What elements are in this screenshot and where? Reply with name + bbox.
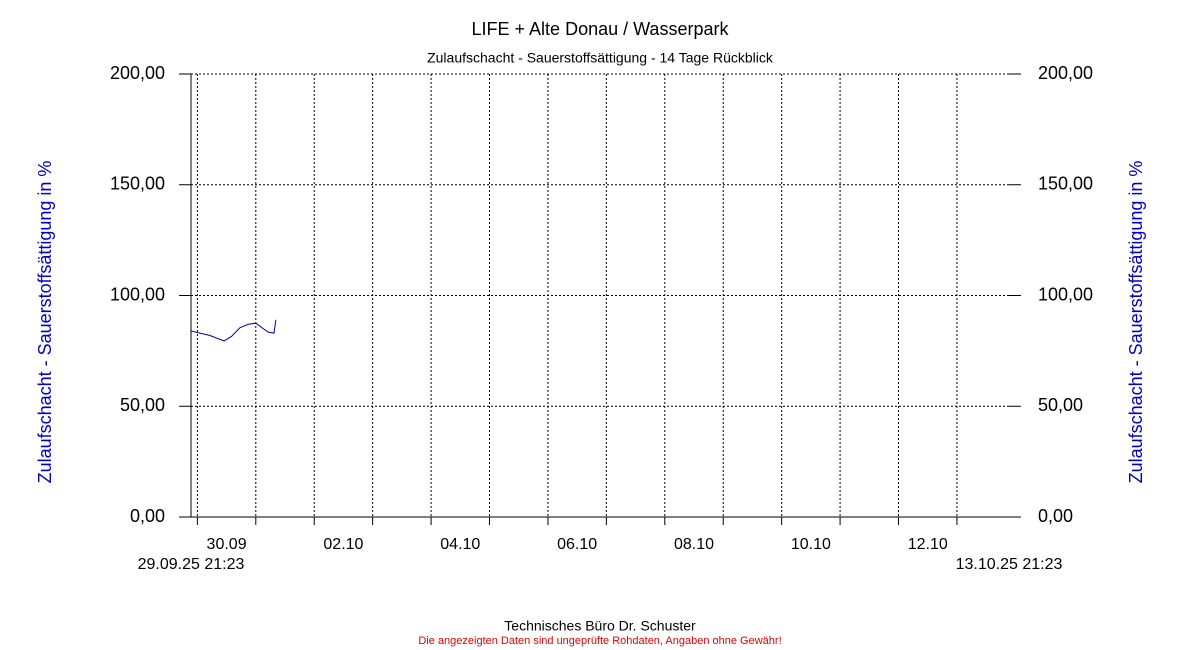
data-line <box>190 319 277 342</box>
y-tick-label: 50,00 <box>120 395 165 415</box>
y-tick-label: 200,00 <box>110 63 165 83</box>
y-axis-label: Zulaufschacht - Sauerstoffsättigung in % <box>35 161 55 484</box>
x-start-label: 29.09.25 21:23 <box>138 556 245 573</box>
x-tick-label: 02.10 <box>323 536 363 553</box>
y2-tick-label: 50,00 <box>1038 395 1083 415</box>
x-end-label: 13.10.25 21:23 <box>956 556 1063 573</box>
disclaimer: Die angezeigten Daten sind ungeprüfte Ro… <box>418 635 781 647</box>
x-tick-label: 08.10 <box>674 536 714 553</box>
chart-subtitle: Zulaufschacht - Sauerstoffsättigung - 14… <box>427 50 774 66</box>
x-tick-label: 30.09 <box>207 536 247 553</box>
y2-tick-label: 150,00 <box>1038 174 1093 194</box>
y2-axis-label: Zulaufschacht - Sauerstoffsättigung in % <box>1126 161 1146 484</box>
x-tick-label: 12.10 <box>908 536 948 553</box>
footer: Technisches Büro Dr. Schuster <box>504 618 696 634</box>
y-tick-label: 150,00 <box>110 174 165 194</box>
x-tick-label: 10.10 <box>791 536 831 553</box>
y-tick-label: 0,00 <box>130 506 165 526</box>
y2-tick-label: 100,00 <box>1038 284 1093 304</box>
x-tick-label: 04.10 <box>440 536 480 553</box>
y2-tick-label: 200,00 <box>1038 63 1093 83</box>
y-tick-label: 100,00 <box>110 284 165 304</box>
x-tick-label: 06.10 <box>557 536 597 553</box>
y2-tick-label: 0,00 <box>1038 506 1073 526</box>
chart-title: LIFE + Alte Donau / Wasserpark <box>472 19 730 39</box>
